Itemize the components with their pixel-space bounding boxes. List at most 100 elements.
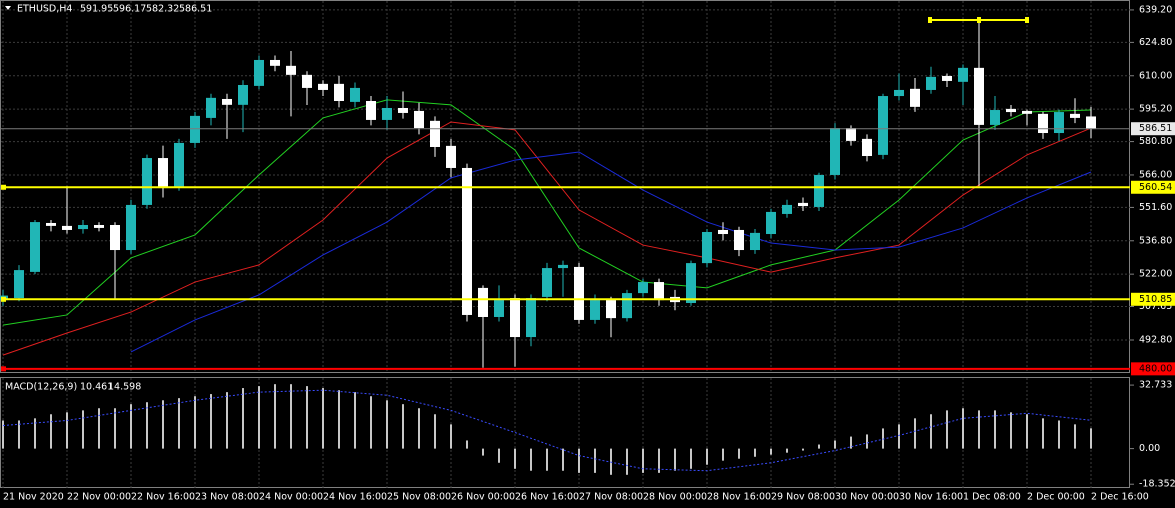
level-label: 510.85 [1139, 294, 1172, 305]
x-tick-label: 28 Nov 16:00 [707, 492, 771, 503]
x-tick-label: 2 Dec 00:00 [1027, 492, 1085, 503]
x-tick-label: 30 Nov 00:00 [835, 492, 899, 503]
y-tick-label: 522.00 [1139, 269, 1172, 280]
macd-panel-border [0, 377, 1130, 488]
macd-bar [802, 448, 804, 451]
x-tick-label: 22 Nov 00:00 [67, 492, 131, 503]
macd-bar [674, 448, 676, 471]
y-tick-label: 492.80 [1139, 334, 1172, 345]
x-tick-label: 25 Nov 08:00 [387, 492, 451, 503]
macd-bar [1042, 418, 1044, 449]
menu-arrow[interactable] [5, 6, 11, 10]
macd-bar [434, 414, 436, 449]
candle-body [414, 110, 424, 129]
candle-body [654, 282, 664, 301]
macd-value: 10.461 [80, 382, 113, 393]
close-value: 586.51 [179, 4, 212, 15]
macd-bar [258, 386, 260, 449]
x-tick-label: 21 Nov 2020 [3, 492, 64, 503]
y-tick-label: 32.733 [1139, 380, 1172, 391]
candle-body [30, 222, 40, 272]
candle-body [110, 225, 120, 251]
candle-body [830, 128, 840, 175]
candle-body [46, 222, 56, 226]
y-tick-label: 580.80 [1139, 136, 1172, 147]
moving-average [2, 121, 1092, 356]
candle-body [750, 232, 760, 251]
macd-bar [914, 418, 916, 449]
macd-bar [82, 410, 84, 449]
candle-body [270, 59, 280, 66]
candle-body [222, 98, 232, 105]
x-tick-label: 24 Nov 00:00 [259, 492, 323, 503]
macd-bar [658, 448, 660, 473]
candle-body [622, 293, 632, 319]
macd-bar [354, 392, 356, 449]
macd-bar [546, 448, 548, 471]
current-price-label: 586.51 [1139, 123, 1172, 134]
macd-bar [786, 448, 788, 453]
candle-body [446, 145, 456, 168]
macd-bar [34, 418, 36, 449]
candle-body [734, 229, 744, 251]
annotation-end [928, 17, 932, 23]
macd-bar [562, 448, 564, 471]
level-anchor [1, 366, 6, 372]
candle-body [462, 167, 472, 315]
candle-body [510, 298, 520, 338]
candle-body [798, 202, 808, 207]
level-anchor [1, 296, 6, 302]
macd-bar [1026, 414, 1028, 449]
candle-body [78, 225, 88, 230]
macd-bar [466, 440, 468, 449]
low-value: 582.32 [146, 4, 179, 15]
macd-bar [2, 420, 4, 449]
macd-bar [450, 424, 452, 449]
candle-body [1006, 108, 1016, 113]
macd-bar [642, 448, 644, 473]
candle-body [286, 65, 296, 75]
macd-name: MACD(12,26,9) [5, 382, 77, 393]
candle-body [862, 138, 872, 157]
macd-bar [578, 448, 580, 473]
macd-bar [386, 400, 388, 449]
candle-body [254, 59, 264, 86]
candle-body [846, 128, 856, 141]
candle-body [174, 142, 184, 187]
macd-bar [178, 398, 180, 449]
candle-body [606, 300, 616, 319]
high-value: 596.17 [113, 4, 146, 15]
macd-bar [226, 392, 228, 449]
candle-body [142, 158, 152, 205]
candle-body [942, 75, 952, 81]
candle-body [702, 231, 712, 264]
candle-body [558, 264, 568, 269]
candle-body [94, 225, 104, 228]
candle-body [302, 74, 312, 88]
candle-body [398, 107, 408, 113]
candle-body [1054, 112, 1064, 134]
macd-bar [722, 448, 724, 461]
macd-bar [754, 448, 756, 457]
y-tick-label: -18.352 [1139, 479, 1175, 490]
candle-body [926, 76, 936, 90]
macd-bar [818, 444, 820, 449]
x-tick-label: 28 Nov 00:00 [643, 492, 707, 503]
level-label-box [1131, 362, 1175, 376]
annotation-mid [977, 17, 981, 23]
y-tick-label: 610.00 [1139, 70, 1172, 81]
macd-bar [530, 448, 532, 471]
y-tick-label: 595.20 [1139, 104, 1172, 115]
y-tick-label: 624.80 [1139, 37, 1172, 48]
candle-body [206, 97, 216, 118]
current-price-box [1131, 122, 1175, 136]
x-tick-label: 30 Nov 16:00 [899, 492, 963, 503]
macd-bar [50, 414, 52, 449]
macd-bar [370, 396, 372, 449]
macd-bar [706, 448, 708, 465]
signal-value: 14.598 [108, 382, 141, 393]
macd-bar [514, 448, 516, 469]
candle-body [814, 174, 824, 207]
annotation-end [1025, 17, 1029, 23]
candle-body [766, 211, 776, 235]
